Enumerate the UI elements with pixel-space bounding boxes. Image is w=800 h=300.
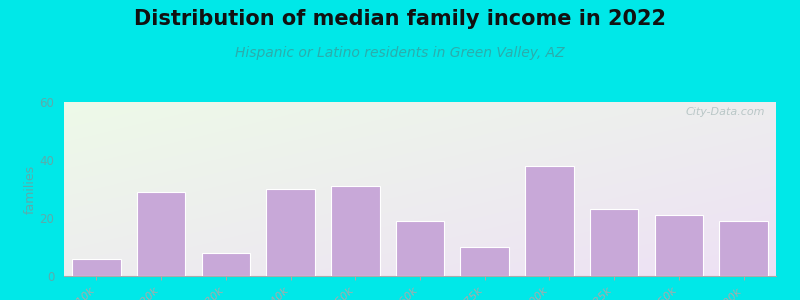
Bar bbox=[266, 189, 315, 276]
Bar bbox=[202, 253, 250, 276]
Bar bbox=[525, 166, 574, 276]
Bar bbox=[654, 215, 703, 276]
Text: City-Data.com: City-Data.com bbox=[686, 107, 766, 117]
Bar bbox=[461, 247, 509, 276]
Text: Distribution of median family income in 2022: Distribution of median family income in … bbox=[134, 9, 666, 29]
Bar bbox=[137, 192, 186, 276]
Bar bbox=[719, 221, 768, 276]
Text: Hispanic or Latino residents in Green Valley, AZ: Hispanic or Latino residents in Green Va… bbox=[235, 46, 565, 61]
Bar bbox=[590, 209, 638, 276]
Y-axis label: families: families bbox=[24, 164, 37, 214]
Bar bbox=[72, 259, 121, 276]
Bar bbox=[331, 186, 379, 276]
Bar bbox=[396, 221, 444, 276]
